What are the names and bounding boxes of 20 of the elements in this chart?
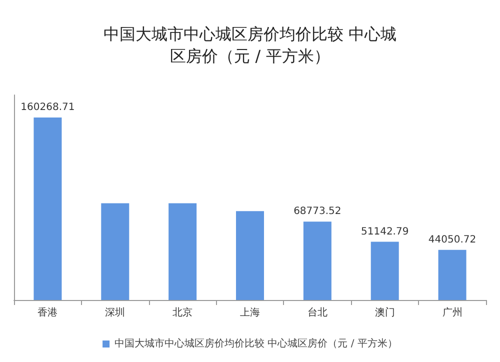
x-tick-label: 深圳 <box>105 306 126 318</box>
x-tick-label: 香港 <box>38 306 58 318</box>
x-tick-label: 广州 <box>442 306 462 318</box>
bar <box>101 203 130 300</box>
data-label: 51142.79 <box>361 226 409 238</box>
x-tick-label: 上海 <box>240 306 260 318</box>
legend-label: 中国大城市中心城区房价均价比较 中心城区房价（元 / 平方米） <box>114 338 398 350</box>
data-label: 68773.52 <box>294 206 342 218</box>
bar <box>34 117 62 300</box>
x-tick-label: 澳门 <box>374 306 395 318</box>
x-tick-label: 台北 <box>307 306 328 318</box>
x-tick-label: 北京 <box>172 306 193 318</box>
bar <box>438 250 466 300</box>
bar <box>236 211 264 300</box>
bar <box>370 242 399 300</box>
bar <box>303 222 332 300</box>
data-label: 160268.71 <box>20 102 75 113</box>
chart-title: 中国大城市中心城区房价均价比较 中心城区房价（元 / 平方米） <box>103 24 397 66</box>
bar <box>168 203 197 300</box>
data-label: 44050.72 <box>428 234 476 246</box>
